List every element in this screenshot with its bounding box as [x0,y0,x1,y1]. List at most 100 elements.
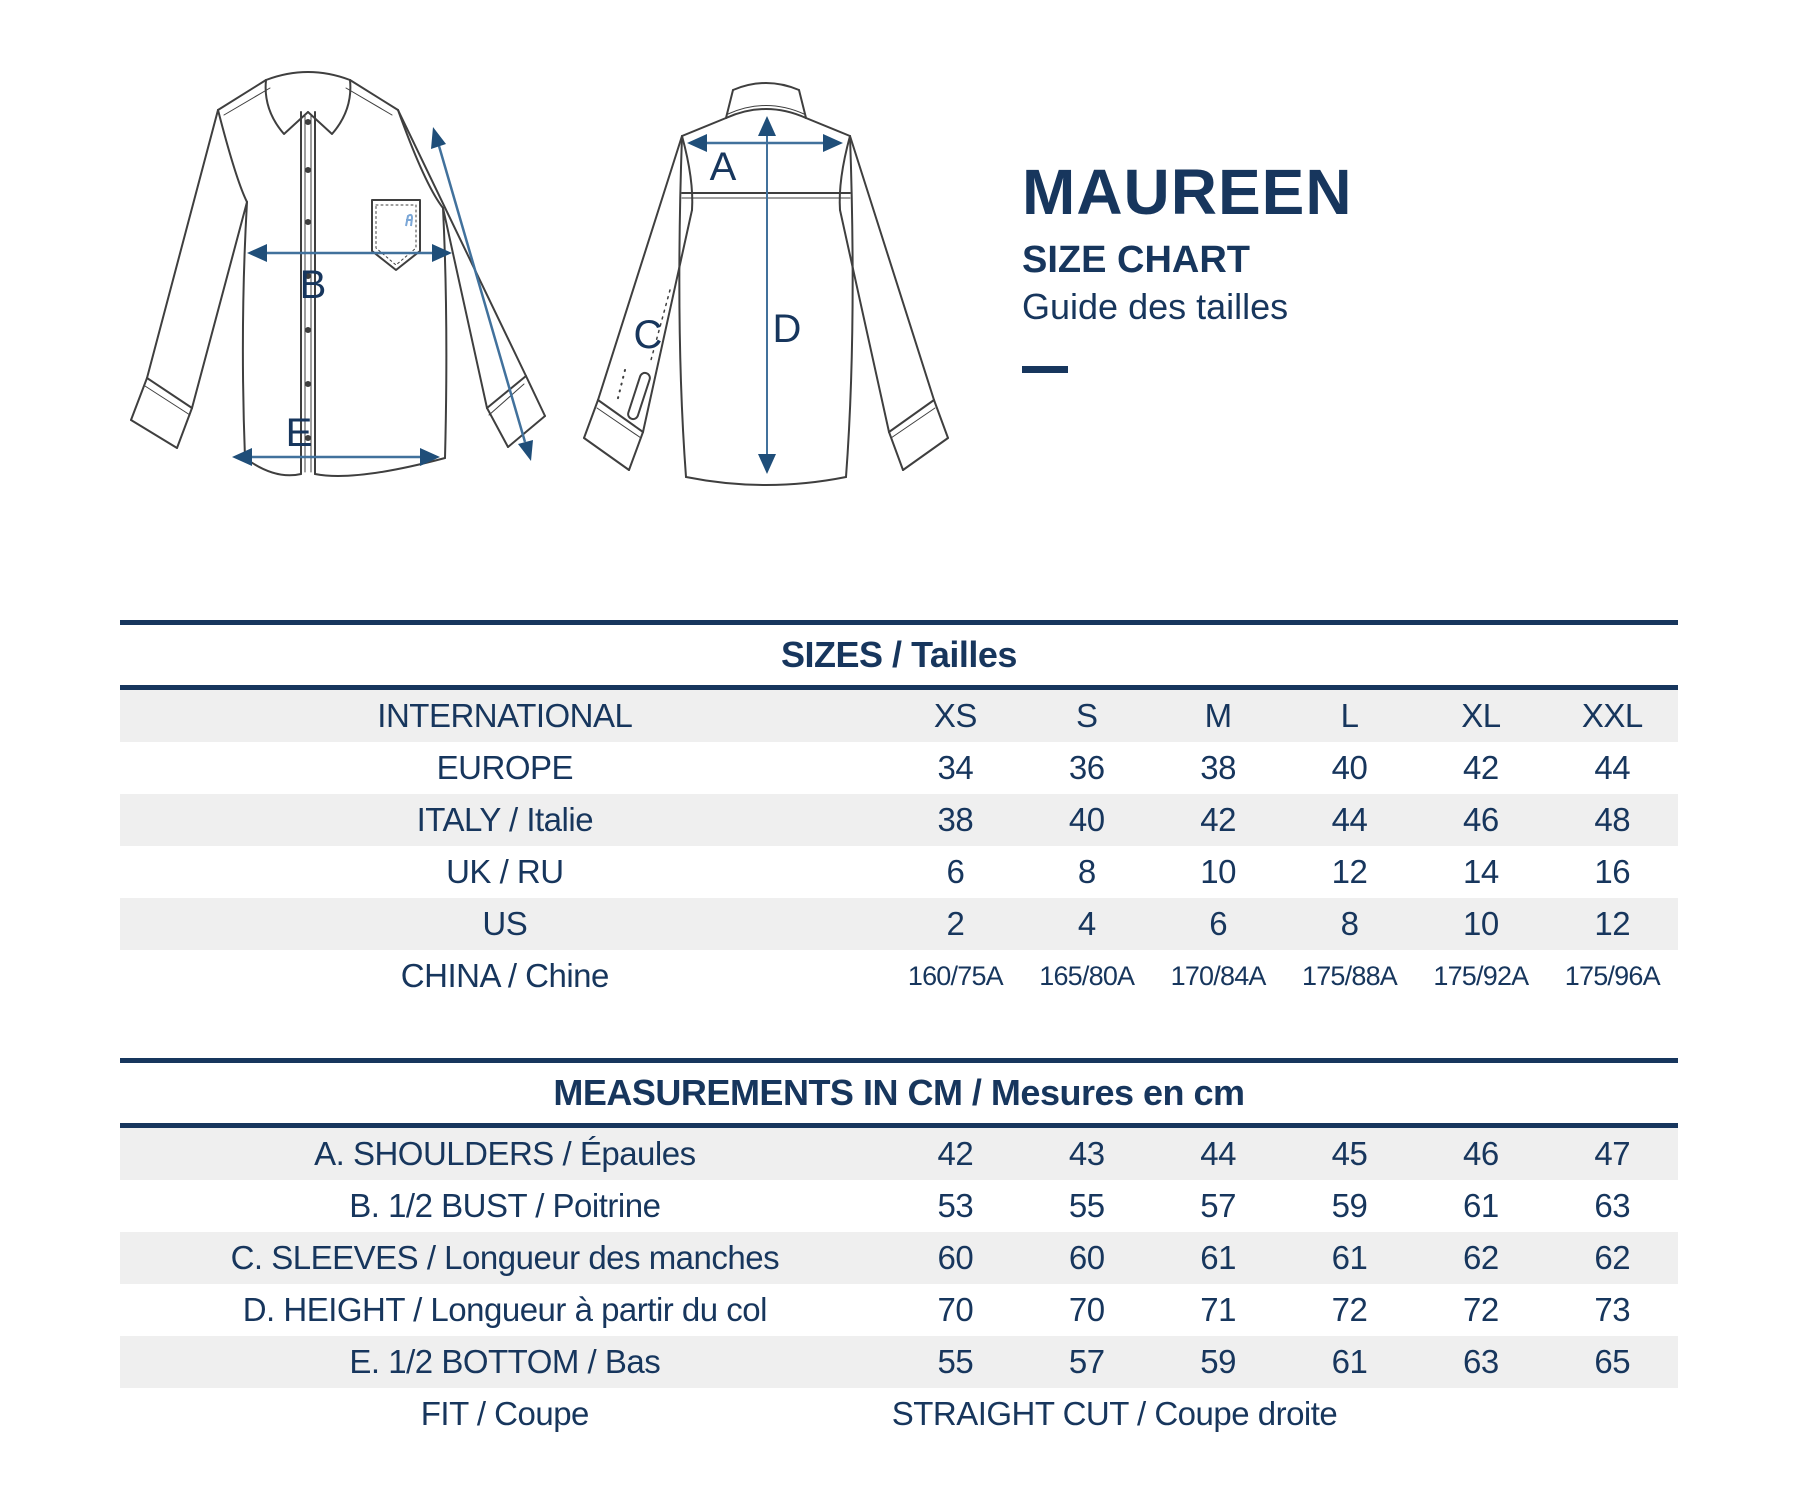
table-row: C. SLEEVES / Longueur des manches 60 60 61 6… [120,1232,1678,1284]
cell-value: 170/84A [1170,960,1267,991]
title-block: MAUREEN SIZE CHART Guide des tailles [1022,160,1353,373]
cell-value: 60 [1068,1239,1105,1276]
cell-value: 65 [1594,1343,1631,1380]
cell-value: 63 [1463,1343,1499,1380]
cell-value: 8 [1077,853,1096,890]
cell-value: 55 [937,1343,974,1380]
label-b: B [300,263,327,307]
row-label: B. 1/2 BUST / Poitrine [349,1187,661,1224]
row-label: UK / RU [446,853,564,890]
table-row: E. 1/2 BOTTOM / Bas 55 57 59 61 63 65 [120,1336,1678,1388]
cell-value: 73 [1594,1291,1631,1328]
row-label: E. 1/2 BOTTOM / Bas [349,1343,661,1380]
front-shirt-outline [130,71,546,477]
cell-value: 48 [1594,801,1631,838]
row-label: FIT / Coupe [420,1395,590,1432]
table-row: UK / RU 6 8 10 12 14 16 [120,846,1678,898]
cell-value: 55 [1068,1187,1105,1224]
row-label: C. SLEEVES / Longueur des manches [230,1239,780,1276]
measurements-table: MEASUREMENTS IN CM / Mesures en cm A. SH… [120,1058,1678,1440]
product-title: MAUREEN [1022,156,1353,228]
cell-value: S [1075,697,1098,734]
cell-value: 14 [1463,853,1499,890]
row-label: A. SHOULDERS / Épaules [314,1135,696,1172]
table-row: CHINA / Chine 160/75A 165/80A 170/84A 175/88… [120,950,1678,1002]
cell-value: 71 [1200,1291,1236,1328]
sizes-table-header-row: SIZES / Tailles [120,620,1678,690]
cell-value: 59 [1331,1187,1368,1224]
table-row: ITALY / Italie 38 40 42 44 46 48 [120,794,1678,846]
cell-value: 61 [1331,1239,1368,1276]
row-label: INTERNATIONAL [377,697,633,734]
row-span-value: STRAIGHT CUT / Coupe droite [891,1395,1338,1432]
measurements-table-header: MEASUREMENTS IN CM / Mesures en cm [120,1058,1678,1128]
cell-value: 72 [1331,1291,1368,1328]
cell-value: 40 [1068,801,1105,838]
sizes-table-header: SIZES / Tailles [120,620,1678,690]
back-shirt-diagram: A D C [583,82,949,486]
table-row: INTERNATIONAL XS S M L XL XXL [120,687,1678,742]
cell-value: 10 [1200,853,1236,890]
cell-value: 46 [1463,801,1499,838]
cell-value: 70 [937,1291,974,1328]
cell-value: M [1204,697,1233,734]
cell-value: 44 [1200,1135,1236,1172]
front-shirt-diagram: B E [130,71,546,477]
cell-value: 175/92A [1433,960,1529,991]
cell-value: L [1340,697,1359,734]
cell-value: 59 [1200,1343,1236,1380]
cell-value: 43 [1068,1135,1105,1172]
cell-value: 70 [1068,1291,1105,1328]
cell-value: 175/88A [1302,960,1398,991]
row-label: CHINA / Chine [400,957,610,994]
cell-value: 57 [1200,1187,1236,1224]
table-row: A. SHOULDERS / Épaules 42 43 44 45 46 47 [120,1125,1678,1180]
sizes-table: SIZES / Tailles INTERNATIONAL XS S M L XL XXL E… [120,620,1678,1002]
cell-value: 45 [1331,1135,1368,1172]
cell-value: 38 [937,801,974,838]
row-label: ITALY / Italie [416,801,594,838]
cell-value: 57 [1068,1343,1105,1380]
cell-value: 44 [1594,749,1631,786]
cell-value: 12 [1331,853,1368,890]
cell-value: 61 [1200,1239,1236,1276]
cell-value: 47 [1594,1135,1631,1172]
measurements-table-header-row: MEASUREMENTS IN CM / Mesures en cm [120,1058,1678,1128]
cell-value: 175/96A [1564,960,1661,991]
cell-value: 6 [946,853,965,890]
cell-value: 6 [1209,905,1228,942]
label-e: E [286,411,313,455]
size-chart-label-fr: Guide des tailles [1022,286,1289,327]
pocket-logo-icon [405,213,414,227]
cell-value: 42 [1463,749,1499,786]
cell-value: 53 [937,1187,974,1224]
back-shirt-outline [583,82,949,486]
cell-value: 42 [937,1135,974,1172]
cell-value: 44 [1331,801,1368,838]
cell-value: 16 [1594,853,1631,890]
size-chart-label: SIZE CHART [1022,239,1250,281]
cell-value: 160/75A [907,960,1004,991]
shoulders-arrow-a: A [687,134,843,189]
table-row: EUROPE 34 36 38 40 42 44 [120,742,1678,794]
cell-value: XS [933,697,978,734]
cell-value: XXL [1581,697,1643,734]
cell-value: 38 [1200,749,1236,786]
table-row: FIT / Coupe STRAIGHT CUT / Coupe droite [120,1388,1678,1440]
cell-value: 60 [937,1239,974,1276]
row-label: D. HEIGHT / Longueur à partir du col [242,1291,768,1328]
row-label: EUROPE [436,749,574,786]
cell-value: 34 [937,749,974,786]
sleeve-arrow-c [431,127,533,461]
label-d: D [773,307,802,351]
label-c: C [634,313,663,357]
cell-value: 62 [1463,1239,1499,1276]
table-row: D. HEIGHT / Longueur à partir du col 70 70… [120,1284,1678,1336]
cell-value: 12 [1594,905,1631,942]
table-row: B. 1/2 BUST / Poitrine 53 55 57 59 61 63 [120,1180,1678,1232]
cell-value: 36 [1068,749,1105,786]
title-dash [1022,366,1068,373]
cell-value: 61 [1331,1343,1368,1380]
cell-value: 4 [1077,905,1096,942]
cell-value: 61 [1463,1187,1499,1224]
